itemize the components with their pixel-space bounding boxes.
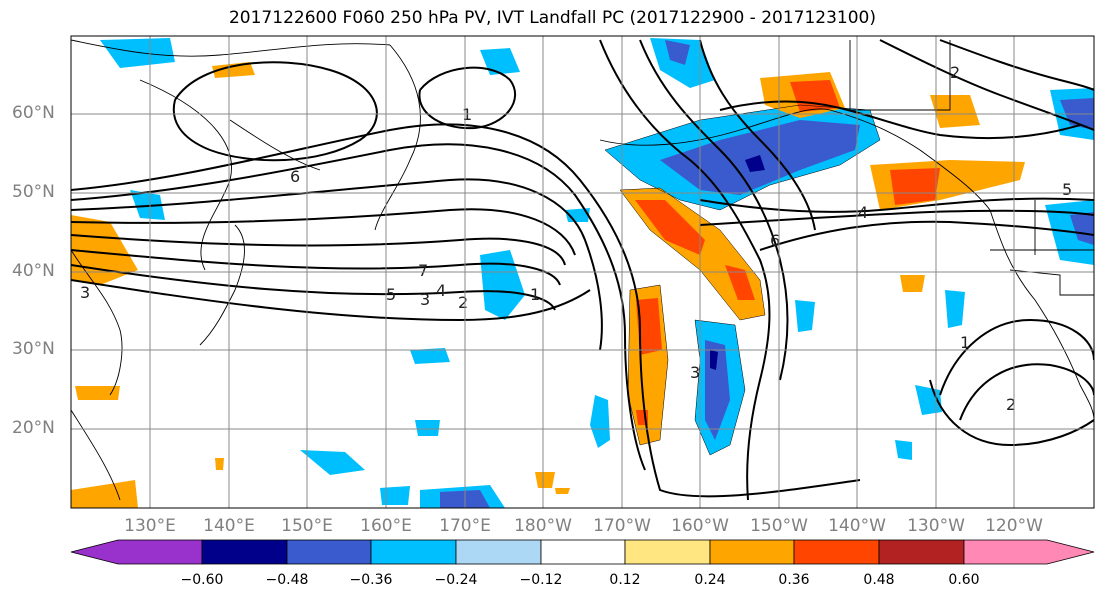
contour-label: 2 — [1006, 395, 1016, 414]
colorbar-segment — [624, 539, 711, 565]
lon-label: 150°E — [281, 516, 333, 536]
contour-label: 2 — [458, 293, 468, 312]
contour-label: 7 — [418, 261, 428, 280]
lat-label: 50°N — [12, 182, 55, 202]
contour-label: 5 — [1062, 180, 1072, 199]
contour-labels: 1 2 3 4 5 6 7 6 5 4 3 2 1 3 2 1 — [80, 63, 1072, 414]
map-frame — [70, 35, 1095, 509]
colorbar-tick-label: −0.36 — [349, 572, 393, 588]
colorbar-segment — [540, 539, 626, 565]
lon-label: 150°W — [750, 516, 808, 536]
lon-label: 130°W — [907, 516, 965, 536]
contour-label: 4 — [858, 203, 868, 222]
colorbar-segment — [70, 539, 203, 565]
colorbar-segment — [286, 539, 372, 565]
lat-label: 30°N — [12, 339, 55, 359]
map-title: 2017122600 F060 250 hPa PV, IVT Landfall… — [228, 8, 876, 28]
colorbar — [70, 539, 1095, 565]
colorbar-tick-label: −0.60 — [180, 572, 224, 588]
lon-label: 160°W — [671, 516, 729, 536]
colorbar-tick-label: −0.48 — [265, 572, 309, 588]
colorbar-segment — [963, 539, 1095, 565]
colorbar-segment — [201, 539, 288, 565]
colorbar-tick-label: 0.12 — [609, 572, 641, 588]
contour-label: 3 — [80, 283, 90, 302]
contour-label: 1 — [960, 333, 970, 352]
colorbar-tick-label: −0.12 — [519, 572, 563, 588]
colorbar-segment — [370, 539, 457, 565]
colorbar-segment — [878, 539, 965, 565]
lon-label: 140°W — [828, 516, 886, 536]
contour-label: 1 — [530, 285, 540, 304]
colorbar-tick-label: 0.60 — [948, 572, 980, 588]
lat-label: 20°N — [12, 418, 55, 438]
lon-label: 130°E — [124, 516, 176, 536]
colorbar-tick-label: −0.24 — [434, 572, 478, 588]
gridlines — [71, 36, 1094, 508]
contour-label: 6 — [770, 231, 780, 250]
colorbar-segment — [793, 539, 880, 565]
ivt-contours — [71, 39, 1094, 501]
colorbar-tick-label: 0.24 — [694, 572, 726, 588]
contour-label: 3 — [690, 363, 700, 382]
colorbar-tick-label: 0.48 — [863, 572, 895, 588]
contour-label: 5 — [386, 285, 396, 304]
lat-label: 40°N — [12, 261, 55, 281]
lon-label: 170°E — [439, 516, 491, 536]
colorbar-tick-label: 0.36 — [778, 572, 810, 588]
contour-label: 6 — [290, 167, 300, 186]
lon-label: 120°W — [985, 516, 1043, 536]
lon-label: 180°W — [514, 516, 572, 536]
lon-label: 170°W — [593, 516, 651, 536]
colorbar-segment — [455, 539, 542, 565]
contour-label: 2 — [950, 63, 960, 82]
contour-label: 3 — [420, 290, 430, 309]
contour-label: 4 — [436, 281, 446, 300]
pv-anomaly-shading — [71, 38, 1094, 508]
lat-label: 60°N — [12, 103, 55, 123]
colorbar-segment — [709, 539, 795, 565]
lon-label: 160°E — [360, 516, 412, 536]
lon-label: 140°E — [203, 516, 255, 536]
